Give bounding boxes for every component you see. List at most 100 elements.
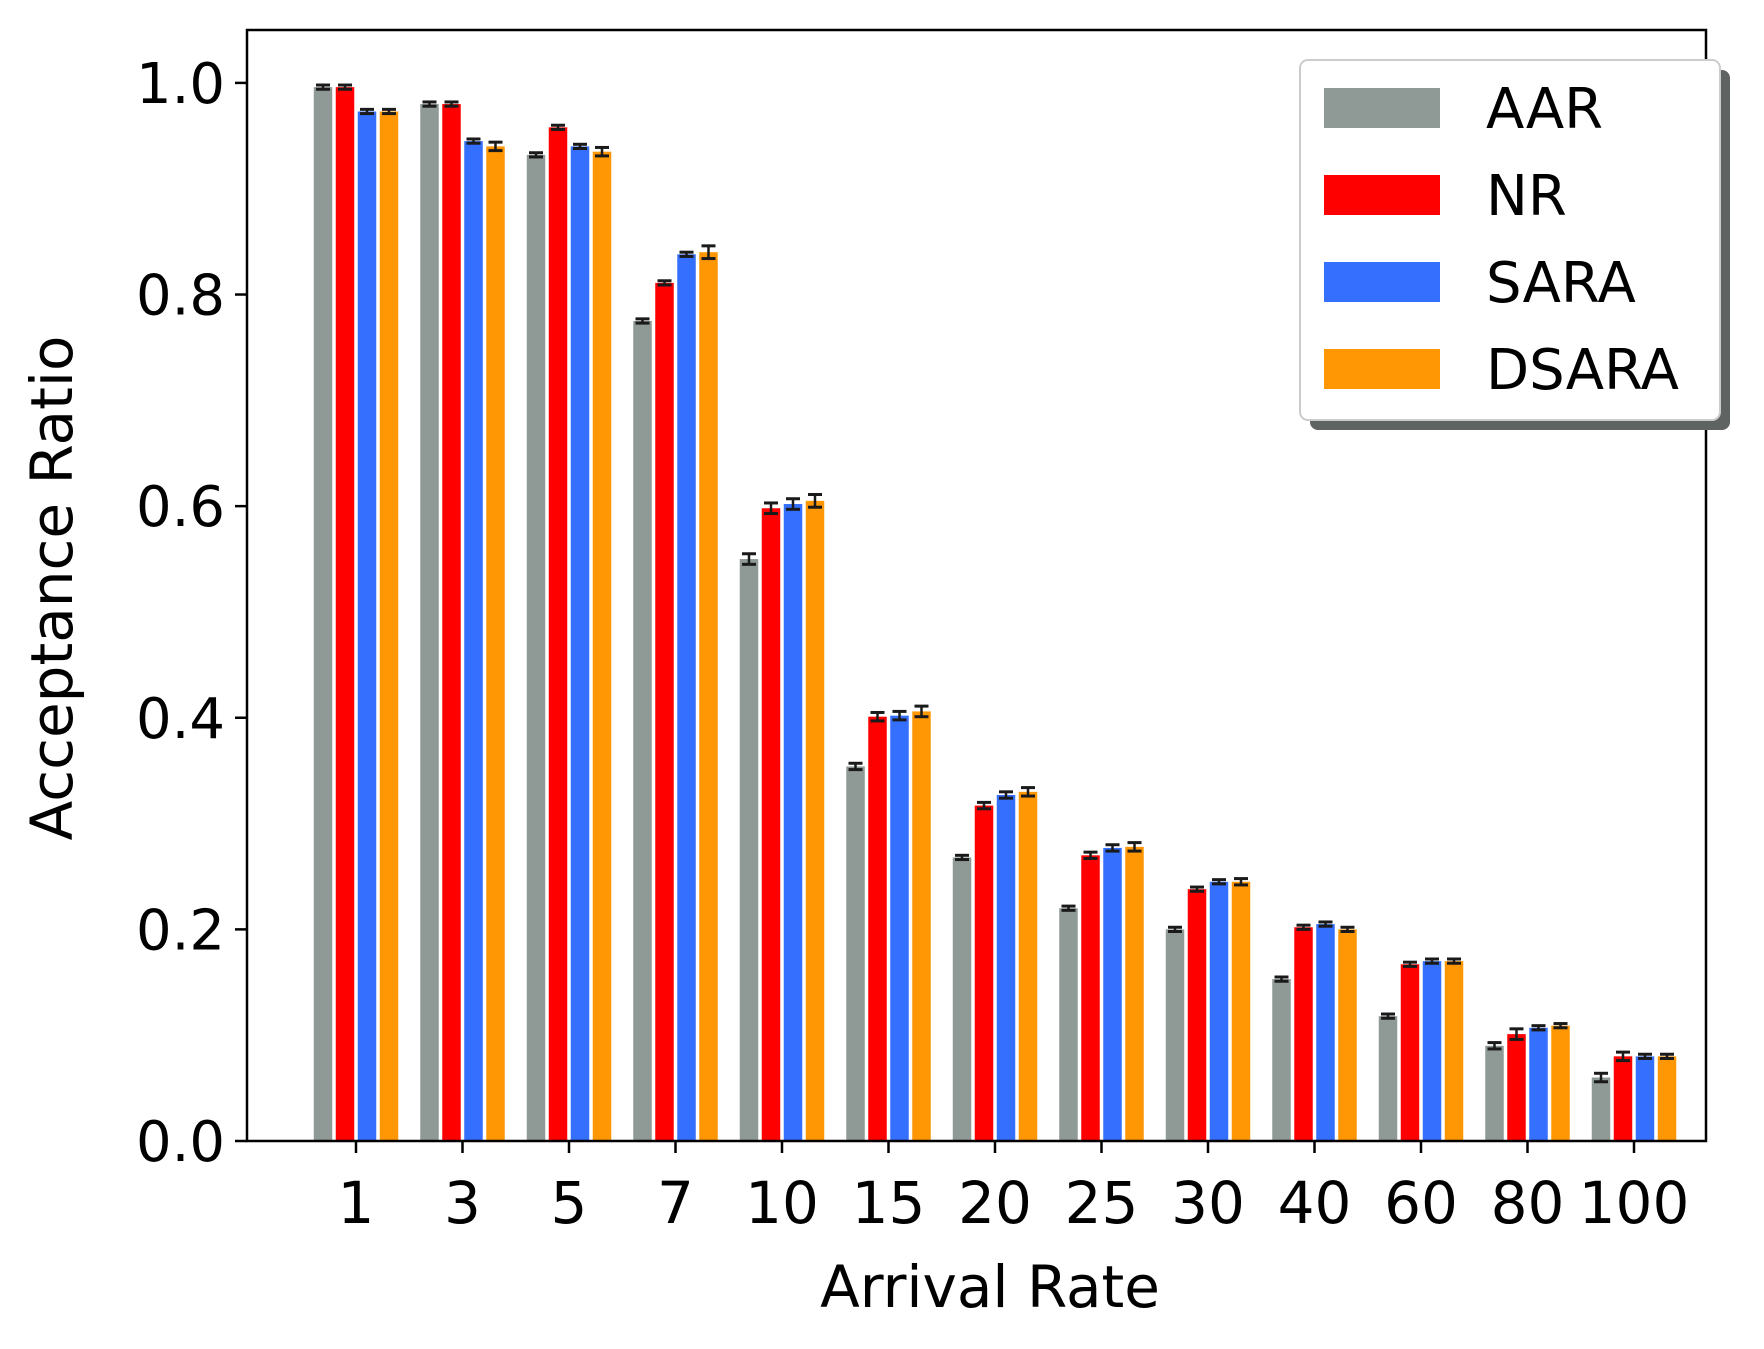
error-bar-sara-80 xyxy=(1531,1024,1546,1032)
bar-nr-25 xyxy=(1081,855,1100,1141)
bar-sara-1 xyxy=(357,111,377,1141)
legend-swatch-sara xyxy=(1324,262,1440,302)
bar-sara-25 xyxy=(1103,847,1122,1141)
legend: AAR NR SARA DSARA xyxy=(1299,59,1730,430)
error-bar-dsara-15 xyxy=(914,704,929,719)
bar-dsara-80 xyxy=(1551,1025,1570,1141)
bar-aar-3 xyxy=(420,104,439,1142)
error-bar-sara-25 xyxy=(1105,843,1120,853)
x-tick-label: 25 xyxy=(1065,1169,1139,1237)
bar-nr-30 xyxy=(1187,889,1207,1141)
error-bar-aar-20 xyxy=(955,853,969,862)
bar-dsara-25 xyxy=(1125,846,1144,1141)
bar-dsara-100 xyxy=(1657,1056,1677,1141)
error-bar-aar-10 xyxy=(742,552,756,566)
bar-nr-80 xyxy=(1507,1034,1526,1141)
y-axis-label: Acceptance Ratio xyxy=(18,336,86,841)
error-bar-aar-80 xyxy=(1487,1041,1502,1051)
y-tick-label: 0.2 xyxy=(136,898,225,963)
error-bar-dsara-20 xyxy=(1021,786,1035,798)
x-tick-label: 1 xyxy=(338,1169,375,1237)
x-tick-label: 30 xyxy=(1171,1169,1245,1237)
error-bar-sara-1 xyxy=(360,107,374,116)
x-tick-label: 100 xyxy=(1579,1169,1690,1237)
error-bar-aar-15 xyxy=(848,761,863,772)
error-bar-nr-3 xyxy=(444,100,459,108)
bar-sara-7 xyxy=(677,254,696,1142)
bar-dsara-60 xyxy=(1444,961,1464,1141)
bar-sara-3 xyxy=(464,141,483,1142)
error-bars-layer xyxy=(316,83,1674,1084)
bar-aar-5 xyxy=(526,154,546,1142)
error-bar-nr-60 xyxy=(1403,960,1417,968)
bar-dsara-3 xyxy=(486,146,505,1141)
error-bar-aar-25 xyxy=(1061,904,1076,912)
error-bar-aar-5 xyxy=(529,151,543,159)
error-bar-aar-40 xyxy=(1274,975,1289,983)
error-bar-sara-40 xyxy=(1318,920,1333,928)
legend-swatch-aar xyxy=(1324,88,1440,128)
error-bar-nr-10 xyxy=(764,501,778,516)
error-bar-dsara-80 xyxy=(1553,1022,1568,1030)
error-bar-nr-25 xyxy=(1083,850,1098,860)
x-tick-label: 20 xyxy=(958,1169,1032,1237)
error-bar-dsara-60 xyxy=(1447,957,1461,965)
error-bar-nr-80 xyxy=(1509,1027,1524,1041)
bar-sara-40 xyxy=(1316,924,1335,1141)
plot-frame xyxy=(245,28,1708,1143)
bar-aar-1 xyxy=(313,87,333,1141)
error-bar-dsara-30 xyxy=(1234,877,1248,887)
error-bar-dsara-3 xyxy=(488,140,503,153)
bars-layer xyxy=(313,87,1677,1142)
bar-nr-100 xyxy=(1613,1056,1633,1141)
axes-layer: 0.0 0.2 0.4 0.6 0.8 1.0 1 3 5 7 10 15 20 25 30 40 60 80 10… xyxy=(136,28,1708,1237)
error-bar-aar-3 xyxy=(422,100,437,108)
bar-nr-20 xyxy=(974,805,994,1141)
error-bar-nr-30 xyxy=(1190,885,1204,893)
error-bar-nr-1 xyxy=(338,83,352,91)
error-bar-aar-30 xyxy=(1168,925,1182,933)
bar-dsara-10 xyxy=(805,500,825,1141)
bar-dsara-40 xyxy=(1338,929,1357,1141)
error-bar-aar-1 xyxy=(316,83,330,91)
x-tick-label: 40 xyxy=(1278,1169,1352,1237)
bar-dsara-1 xyxy=(379,111,399,1141)
bar-nr-40 xyxy=(1294,927,1313,1141)
error-bar-aar-100 xyxy=(1594,1071,1608,1084)
error-bar-nr-7 xyxy=(657,279,672,287)
error-bar-sara-10 xyxy=(786,497,800,511)
error-bar-sara-5 xyxy=(573,142,587,151)
bar-nr-3 xyxy=(442,104,461,1142)
bar-aar-40 xyxy=(1272,979,1291,1141)
bar-sara-20 xyxy=(996,795,1016,1141)
bar-sara-15 xyxy=(890,715,909,1141)
bar-dsara-20 xyxy=(1018,791,1038,1141)
x-tick-label: 3 xyxy=(444,1169,481,1237)
error-bar-dsara-10 xyxy=(808,493,822,509)
error-bar-nr-5 xyxy=(551,123,565,131)
x-tick-label: 60 xyxy=(1384,1169,1458,1237)
legend-swatch-dsara xyxy=(1324,349,1440,389)
bar-aar-15 xyxy=(846,766,865,1141)
error-bar-sara-20 xyxy=(999,790,1013,800)
error-bar-nr-40 xyxy=(1296,923,1311,931)
bar-aar-25 xyxy=(1059,908,1078,1141)
bar-sara-5 xyxy=(570,146,590,1141)
error-bar-dsara-5 xyxy=(595,145,609,158)
error-bar-sara-7 xyxy=(679,250,694,258)
bar-aar-80 xyxy=(1485,1045,1504,1141)
bar-dsara-7 xyxy=(699,252,718,1141)
error-bar-aar-7 xyxy=(635,317,650,325)
bar-nr-15 xyxy=(868,716,887,1141)
legend-label-nr: NR xyxy=(1486,164,1567,229)
error-bar-dsara-7 xyxy=(701,244,716,261)
bar-nr-5 xyxy=(548,127,568,1141)
error-bar-nr-15 xyxy=(870,710,885,723)
legend-box xyxy=(1299,59,1721,421)
bar-aar-20 xyxy=(952,857,972,1141)
y-tick-label: 0.4 xyxy=(136,687,225,752)
bar-sara-80 xyxy=(1529,1027,1548,1141)
error-bar-sara-3 xyxy=(466,137,481,145)
